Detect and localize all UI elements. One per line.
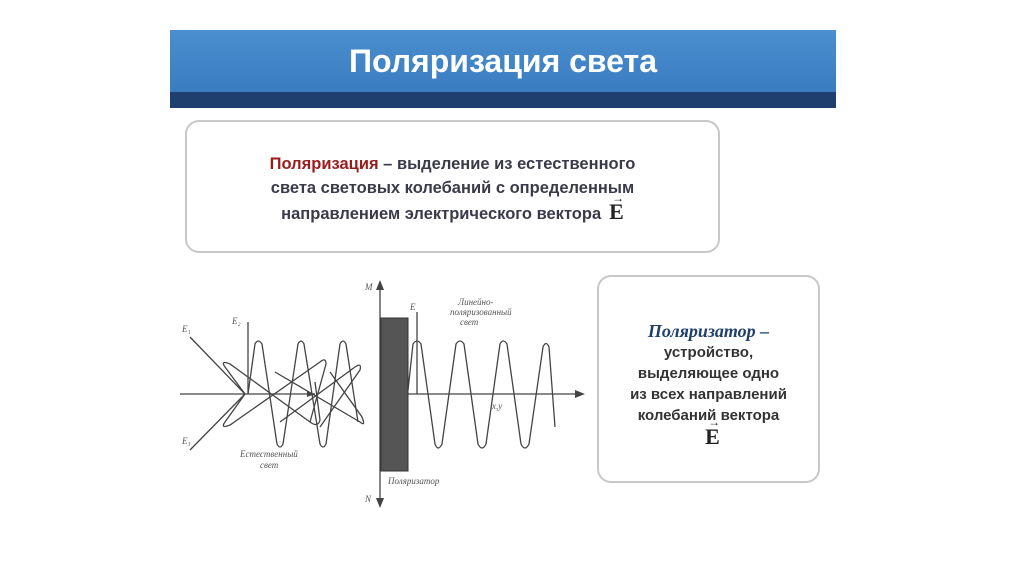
polarizer-term: Поляризатор –	[647, 321, 770, 341]
label-n: N	[364, 494, 372, 504]
label-e2: E₂	[231, 316, 241, 326]
vector-e: E	[705, 412, 720, 448]
label-polarizer: Поляризатор	[387, 476, 440, 486]
polarizer-line: устройство,	[663, 344, 754, 361]
e1-axis	[189, 336, 246, 395]
e3-axis	[189, 393, 246, 451]
polarized-wave	[407, 340, 556, 449]
label-natural: свет	[260, 460, 279, 470]
polarizer-plate	[380, 317, 409, 472]
polarizer-line: выделяющее одно	[637, 365, 780, 382]
definition-text: – выделение из естественного	[378, 155, 636, 173]
slide-title: Поляризация света	[170, 30, 836, 92]
arrow-right-icon	[575, 390, 585, 398]
arrow-down-icon	[376, 498, 384, 508]
polarizer-line: из всех направлений	[630, 386, 787, 403]
label-linear: поляризованный	[450, 307, 512, 317]
title-underline	[170, 92, 836, 108]
natural-light-wave-diagonal	[222, 359, 365, 428]
label-axis: x,y	[491, 401, 502, 411]
label-natural: Естественный	[239, 449, 298, 459]
vector-e: E	[609, 186, 624, 224]
label-e1: E₁	[181, 324, 191, 334]
definition-box: Поляризация – выделение из естественного…	[185, 120, 720, 253]
label-e: E	[409, 302, 416, 312]
natural-light-wave	[247, 340, 359, 448]
label-e3: E₃	[181, 436, 191, 446]
polarizer-box: Поляризатор – устройство, выделяющее одн…	[597, 275, 820, 483]
arrow-up-icon	[376, 280, 384, 290]
definition-text: света световых колебаний с определенным	[270, 179, 635, 197]
arrow-right-icon	[307, 391, 315, 397]
label-linear: Линейно-	[457, 297, 494, 307]
definition-text: направлением электрического вектора	[281, 205, 602, 223]
definition-term: Поляризация	[269, 155, 379, 173]
label-m: M	[364, 282, 373, 292]
polarization-diagram: E₁ E₂ E₃ M N E Естественный свет Линейно…	[180, 280, 585, 508]
label-linear: свет	[460, 317, 479, 327]
